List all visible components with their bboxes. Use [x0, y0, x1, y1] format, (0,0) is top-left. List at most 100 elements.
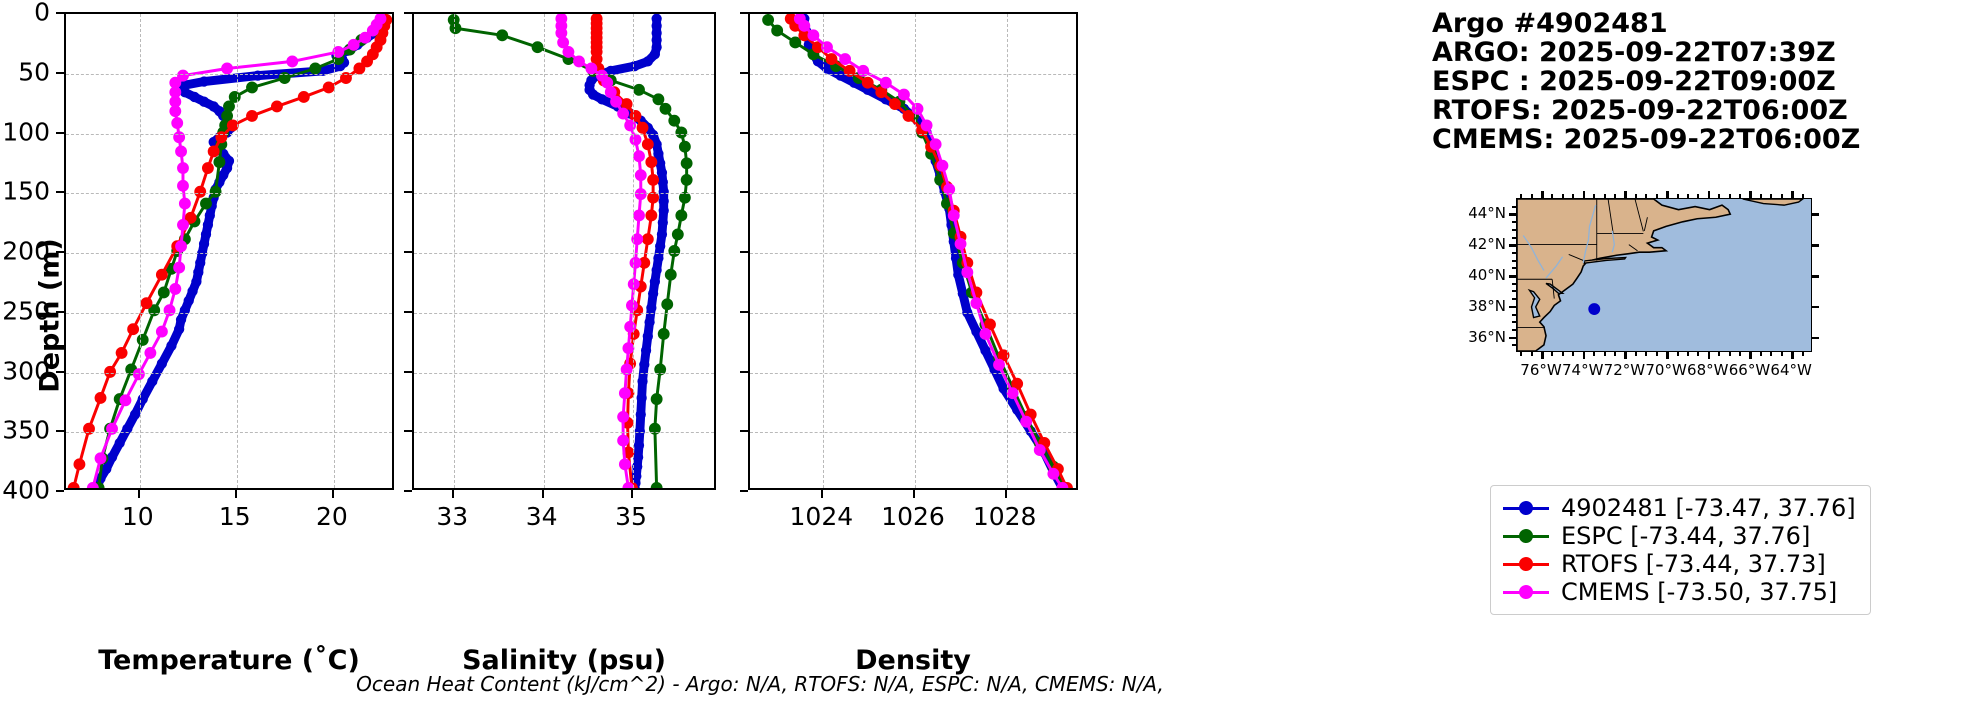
series-marker	[634, 425, 646, 437]
x-tick-label: 1028	[972, 502, 1037, 531]
density-axis-label: Density	[855, 645, 971, 676]
series-marker	[646, 302, 657, 314]
y-tick-label: 250	[2, 296, 50, 326]
series-marker	[115, 346, 128, 359]
series-marker	[678, 140, 691, 153]
x-tick-label: 33	[436, 502, 469, 531]
gridline-vertical	[236, 14, 238, 488]
map-lat-tick-right	[1812, 336, 1819, 340]
series-marker	[789, 36, 802, 49]
gridline-horizontal	[66, 372, 392, 374]
series-marker	[651, 264, 662, 276]
gridline-horizontal	[750, 73, 1076, 75]
series-marker	[633, 440, 645, 451]
gridline-horizontal	[750, 253, 1076, 254]
series-marker	[659, 102, 672, 115]
series-marker	[650, 393, 663, 406]
y-tick-mark	[740, 131, 748, 134]
legend-item[interactable]: RTOFS [-73.44, 37.73]	[1503, 550, 1856, 578]
series-marker	[340, 72, 352, 84]
location-map[interactable]	[1516, 198, 1812, 352]
y-tick-mark	[740, 490, 748, 492]
series-marker	[590, 53, 603, 65]
map-lon-minor-tick	[1613, 194, 1616, 198]
salinity-plot-area[interactable]	[412, 12, 716, 490]
legend-swatch-rtofs	[1503, 554, 1549, 574]
series-marker	[639, 359, 650, 370]
map-lon-tick-top	[1749, 191, 1752, 198]
legend-swatch-cmems	[1503, 582, 1549, 602]
series-marker	[177, 179, 189, 192]
map-lon-minor-tick	[1603, 352, 1606, 356]
series-marker	[198, 238, 210, 250]
legend-item[interactable]: 4902481 [-73.47, 37.76]	[1503, 494, 1856, 522]
series-marker	[993, 358, 1005, 371]
salinity-axis-label: Salinity (psu)	[462, 645, 666, 676]
series-marker	[309, 62, 322, 75]
series-marker	[183, 295, 194, 306]
series-marker	[155, 268, 168, 281]
series-marker	[200, 229, 212, 240]
series-marker	[191, 276, 202, 287]
series-marker	[997, 349, 1010, 362]
density-plot-area[interactable]	[748, 12, 1078, 490]
gridline-vertical	[915, 14, 916, 488]
series-marker	[798, 19, 811, 32]
map-lat-label: 44°N	[1468, 204, 1506, 223]
series-marker	[562, 45, 575, 58]
map-lon-tick	[1707, 352, 1711, 359]
series-marker	[246, 109, 258, 122]
series-marker	[998, 383, 1009, 394]
series-marker	[658, 186, 669, 197]
series-marker	[633, 150, 645, 163]
series-marker	[636, 121, 649, 134]
gridline-horizontal	[66, 73, 392, 75]
series-marker	[114, 437, 125, 449]
map-state-border	[1643, 217, 1648, 231]
x-tick-mark	[631, 490, 634, 498]
map-lon-label: 74°W	[1561, 361, 1604, 379]
legend-marker-dot	[1519, 585, 1533, 599]
series-marker	[641, 138, 654, 151]
x-tick-label: 1026	[881, 502, 945, 531]
map-lon-tick-top	[1666, 191, 1669, 198]
legend-swatch-argo	[1503, 498, 1549, 518]
y-tick-mark	[56, 490, 64, 492]
temperature-plot-area[interactable]	[64, 12, 394, 490]
series-marker	[1056, 482, 1069, 488]
y-tick-mark	[404, 12, 412, 14]
series-marker	[531, 41, 544, 54]
gridline-vertical	[1006, 14, 1008, 488]
series-marker	[202, 219, 214, 231]
map-lon-minor-tick	[1603, 194, 1606, 198]
series-marker	[246, 81, 258, 94]
map-lat-tick-right	[1812, 213, 1819, 216]
gridline-vertical	[823, 14, 825, 488]
legend-item[interactable]: CMEMS [-73.50, 37.75]	[1503, 578, 1856, 606]
series-marker	[634, 169, 647, 182]
series-marker	[629, 60, 640, 72]
series-marker	[177, 162, 189, 174]
y-tick-mark	[56, 251, 64, 253]
series-marker	[173, 261, 186, 274]
series-marker	[1006, 387, 1019, 400]
series-marker	[195, 257, 206, 269]
series-marker	[920, 119, 933, 132]
y-tick-mark	[740, 251, 748, 253]
density-series-canvas	[762, 14, 1073, 488]
map-bay	[1545, 282, 1565, 294]
series-marker	[821, 63, 833, 74]
legend-label: 4902481 [-73.47, 37.76]	[1561, 494, 1856, 522]
series-marker	[636, 392, 647, 404]
series-marker	[332, 45, 345, 58]
series-marker	[624, 119, 637, 132]
gridline-horizontal	[750, 432, 1076, 434]
y-tick-mark	[404, 251, 412, 253]
map-lat-minor-tick	[1512, 282, 1516, 285]
series-marker	[361, 55, 373, 68]
series-marker	[651, 20, 662, 32]
series-marker	[943, 183, 956, 196]
legend-label: RTOFS [-73.44, 37.73]	[1561, 550, 1826, 578]
map-lon-minor-tick	[1561, 194, 1564, 198]
legend-item[interactable]: ESPC [-73.44, 37.76]	[1503, 522, 1856, 550]
